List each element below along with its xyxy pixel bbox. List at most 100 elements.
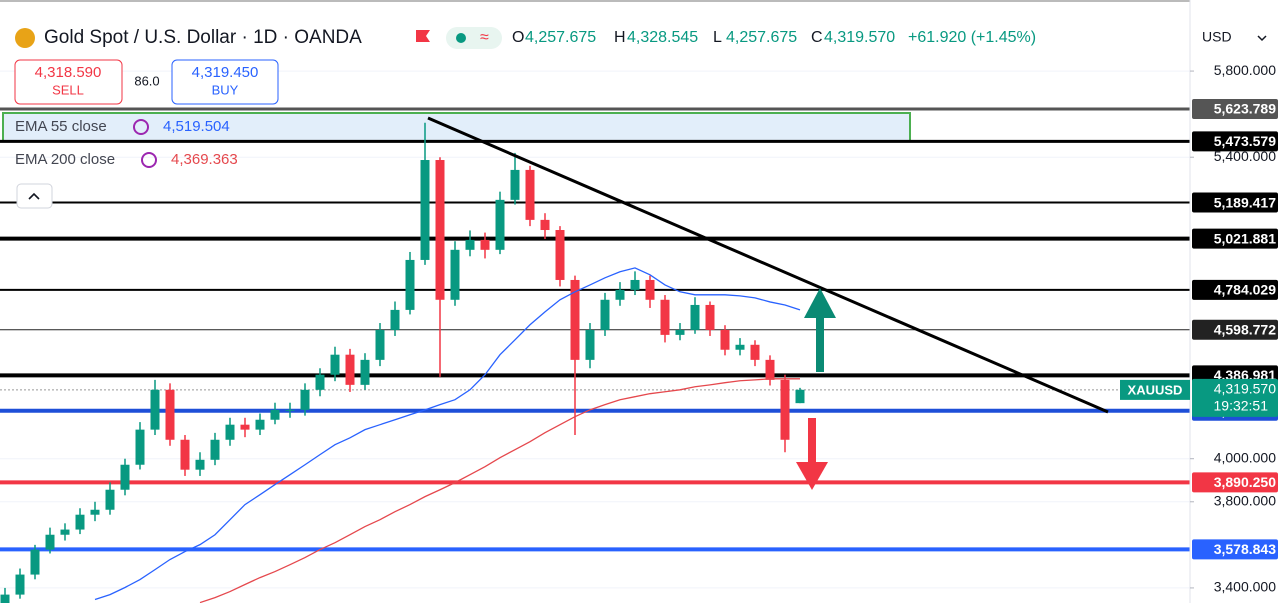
indicator-value: 4,369.363 xyxy=(171,151,238,168)
candle-body xyxy=(315,374,325,390)
candle-body xyxy=(285,409,295,411)
change: +61.920 (+1.45%) xyxy=(908,29,1036,46)
level-label-box xyxy=(1192,99,1278,120)
level-label-box xyxy=(1192,539,1278,560)
candle-body xyxy=(480,239,490,250)
indicator-icon xyxy=(141,152,157,168)
candle-body xyxy=(600,299,610,330)
price-scale xyxy=(1190,0,1280,603)
symbol-tag xyxy=(1120,379,1190,400)
candle-body xyxy=(345,354,355,385)
candle-body xyxy=(420,160,430,260)
overlay: 5,623.789 5,473.579 5,189.417 5,021.881 4,78… xyxy=(1120,99,1278,560)
candle-body xyxy=(690,304,700,330)
sell-label[interactable]: SELL xyxy=(52,82,84,97)
currency[interactable]: USD xyxy=(1202,29,1232,45)
level-label: 5,021.881 xyxy=(1214,230,1276,246)
status-pill xyxy=(446,27,502,49)
candle-body xyxy=(510,169,520,200)
candle-body xyxy=(0,594,10,603)
candle-body xyxy=(735,344,745,350)
ohlc-key: C xyxy=(811,29,823,46)
indicator-value: 4,519.504 xyxy=(163,118,230,135)
y-tick-label: 3,400.000 xyxy=(1214,579,1276,595)
currency-select[interactable] xyxy=(1197,24,1275,52)
ohlc-key: L xyxy=(713,29,722,46)
level-label-box xyxy=(1192,131,1278,152)
indicator-label: EMA 200 close xyxy=(15,151,115,168)
candle-body xyxy=(705,304,715,330)
candle-body xyxy=(180,439,190,470)
buy-button[interactable] xyxy=(171,59,279,105)
buy-price[interactable]: 4,319.450 xyxy=(192,64,259,81)
market-open-dot xyxy=(456,33,466,43)
candle-body xyxy=(720,329,730,350)
level-label-box xyxy=(1192,279,1278,300)
candle-body xyxy=(90,509,100,515)
collapse-button[interactable] xyxy=(16,183,53,209)
candle-body xyxy=(765,359,775,380)
level-label: 3,578.843 xyxy=(1214,541,1276,557)
candle-body xyxy=(795,389,805,404)
y-tick-label: 3,800.000 xyxy=(1214,492,1276,508)
plot xyxy=(0,122,805,603)
down-arrow xyxy=(796,418,828,490)
candle-body xyxy=(555,230,565,280)
indicators: EMA 55 close 4,519.504 EMA 200 close 4,369.… xyxy=(15,118,238,168)
candle-body xyxy=(75,514,85,530)
status-icon: ≈ xyxy=(480,29,489,46)
last-price-box xyxy=(1192,378,1278,417)
candle-body xyxy=(645,279,655,300)
candle-body xyxy=(240,424,250,430)
candle-body xyxy=(195,459,205,470)
spread: 86.0 xyxy=(134,73,159,88)
flag-icon xyxy=(416,30,430,42)
candle-body xyxy=(495,199,505,250)
levels xyxy=(0,107,1190,552)
level-label: 4,598.772 xyxy=(1214,321,1276,337)
level-label: 5,473.579 xyxy=(1214,133,1276,149)
ohlc-key: O xyxy=(512,29,524,46)
sell-button[interactable] xyxy=(14,59,123,105)
candle-body xyxy=(435,160,445,300)
candle-body xyxy=(135,429,145,465)
candle-body xyxy=(30,549,40,575)
collapse-icon xyxy=(28,192,40,200)
level-label: 5,623.789 xyxy=(1214,101,1276,117)
candle-body xyxy=(360,359,370,385)
candle-body xyxy=(780,379,790,440)
candle-body xyxy=(585,329,595,360)
candle-body xyxy=(570,279,580,360)
ema-line xyxy=(94,267,801,601)
candle-body xyxy=(675,329,685,335)
sell-price[interactable]: 4,318.590 xyxy=(35,64,102,81)
up-arrow xyxy=(804,288,836,372)
ohlc-value: 4,328.545 xyxy=(627,29,698,46)
dropdown-icon xyxy=(1257,35,1267,42)
ohlc: O 4,257.675 H 4,328.545 L 4,257.675 C 4,319.570 xyxy=(512,29,895,46)
candle-body xyxy=(120,464,130,490)
level-label: 3,890.250 xyxy=(1214,474,1276,490)
price-axis: 5,800.000 5,400.000 4,000.000 3,800.000 3,40… xyxy=(1190,62,1276,595)
symbol-tag-label: XAUUSD xyxy=(1128,382,1183,397)
ohlc-value: 4,319.570 xyxy=(824,29,895,46)
ohlc-value: 4,257.675 xyxy=(726,29,797,46)
candle-body xyxy=(255,419,265,430)
level-label-box xyxy=(1192,472,1278,493)
annotation-box xyxy=(2,112,911,142)
ohlc-value: 4,257.675 xyxy=(525,29,596,46)
symbol-icon xyxy=(15,28,35,48)
y-tick-label: 5,800.000 xyxy=(1214,62,1276,78)
candle-body xyxy=(450,249,460,300)
candle-body xyxy=(210,439,220,460)
buy-label[interactable]: BUY xyxy=(212,82,239,97)
candle-body xyxy=(390,309,400,330)
indicator-icon xyxy=(133,119,149,135)
candle-body xyxy=(615,289,625,300)
candle-body xyxy=(15,574,25,595)
candle-body xyxy=(105,489,115,510)
level-label-box xyxy=(1192,228,1278,249)
ema-line xyxy=(199,378,800,603)
candle-body xyxy=(225,424,235,440)
